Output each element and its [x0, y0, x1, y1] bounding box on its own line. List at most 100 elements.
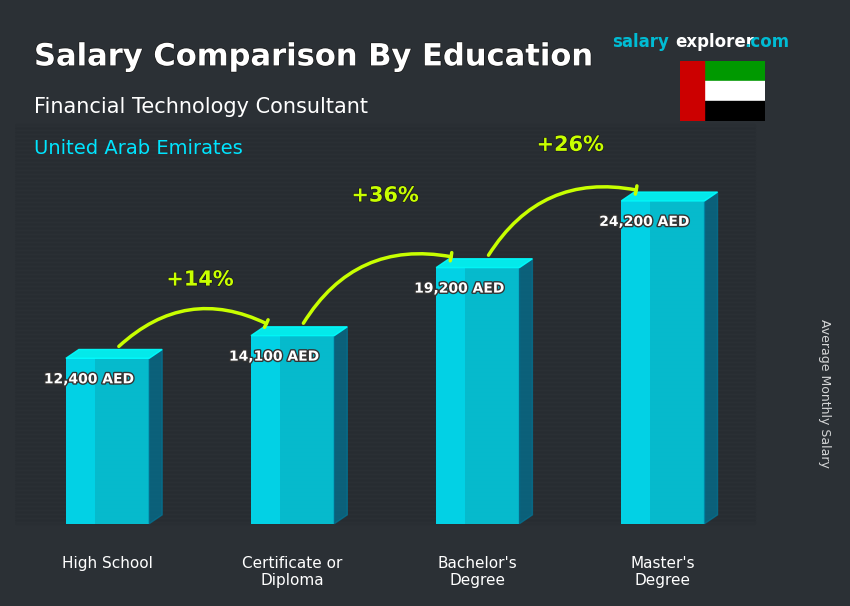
Bar [680, 61, 704, 121]
Bar [15, 444, 756, 448]
Text: +14%: +14% [167, 270, 234, 290]
Text: 19,200 AED: 19,200 AED [414, 282, 504, 296]
Bar [15, 268, 756, 271]
Bar [15, 359, 756, 364]
Bar [15, 480, 756, 484]
Bar [15, 491, 756, 496]
Bar [15, 304, 756, 308]
Bar [15, 351, 756, 356]
Bar [15, 299, 756, 304]
Bar [15, 199, 756, 204]
Polygon shape [519, 259, 532, 524]
Bar [15, 256, 756, 259]
Bar [15, 132, 756, 136]
Text: explorer: explorer [676, 33, 755, 52]
Bar [15, 448, 756, 451]
FancyBboxPatch shape [251, 336, 334, 524]
Bar [15, 176, 756, 179]
Bar [680, 61, 765, 81]
Bar [15, 248, 756, 251]
Bar [15, 236, 756, 239]
Bar [15, 316, 756, 319]
Bar [15, 187, 756, 191]
Bar [15, 239, 756, 244]
Text: Average Monthly Salary: Average Monthly Salary [818, 319, 831, 468]
Bar [15, 411, 756, 416]
Bar [15, 496, 756, 500]
Bar [15, 196, 756, 199]
Bar [15, 171, 756, 176]
Bar [15, 191, 756, 196]
Bar [15, 404, 756, 408]
Bar [15, 288, 756, 291]
Bar [15, 219, 756, 224]
FancyBboxPatch shape [436, 268, 519, 524]
Bar [15, 504, 756, 508]
Bar [15, 264, 756, 268]
Bar [15, 167, 756, 171]
Bar [15, 368, 756, 371]
Bar [680, 81, 765, 101]
Bar [15, 179, 756, 184]
Polygon shape [334, 327, 348, 524]
FancyBboxPatch shape [66, 358, 150, 524]
Bar [15, 244, 756, 248]
Bar [15, 184, 756, 187]
Polygon shape [436, 259, 532, 268]
Bar [15, 291, 756, 296]
Bar [15, 508, 756, 511]
Text: Master's
Degree: Master's Degree [631, 556, 695, 588]
Bar [15, 436, 756, 440]
Bar [15, 336, 756, 339]
Bar [15, 211, 756, 216]
Bar [15, 451, 756, 456]
Bar [15, 324, 756, 328]
Bar [680, 101, 765, 121]
Bar [15, 456, 756, 460]
Bar [15, 271, 756, 276]
Bar [15, 144, 756, 147]
Polygon shape [150, 350, 162, 524]
FancyBboxPatch shape [251, 336, 280, 524]
Bar [15, 328, 756, 331]
Text: Salary Comparison By Education: Salary Comparison By Education [34, 42, 591, 72]
Bar [15, 339, 756, 344]
Bar [15, 259, 756, 264]
Text: 14,100 AED: 14,100 AED [229, 350, 320, 364]
Bar [15, 207, 756, 211]
Polygon shape [705, 192, 717, 524]
Bar [15, 388, 756, 391]
Bar [15, 391, 756, 396]
Bar [15, 384, 756, 388]
Bar [15, 124, 756, 127]
Bar [15, 231, 756, 236]
Bar [15, 127, 756, 132]
Bar [15, 156, 756, 159]
Bar [15, 428, 756, 431]
Bar [15, 511, 756, 516]
Bar [15, 376, 756, 379]
Bar [15, 464, 756, 468]
Bar [15, 484, 756, 488]
FancyBboxPatch shape [621, 201, 650, 524]
Bar [15, 488, 756, 491]
Bar [15, 419, 756, 424]
Text: 24,200 AED: 24,200 AED [599, 215, 689, 229]
Bar [15, 224, 756, 228]
Text: High School: High School [62, 556, 153, 571]
Bar [15, 408, 756, 411]
Bar [15, 344, 756, 348]
Bar [15, 460, 756, 464]
Text: .com: .com [744, 33, 789, 52]
Bar [15, 136, 756, 139]
Bar [15, 152, 756, 156]
Bar [15, 520, 756, 524]
Text: Financial Technology Consultant: Financial Technology Consultant [34, 97, 368, 117]
Bar [15, 284, 756, 288]
FancyBboxPatch shape [436, 268, 465, 524]
Bar [15, 476, 756, 480]
Bar [15, 139, 756, 144]
Text: Bachelor's
Degree: Bachelor's Degree [438, 556, 518, 588]
Bar [15, 416, 756, 419]
Bar [15, 164, 756, 167]
